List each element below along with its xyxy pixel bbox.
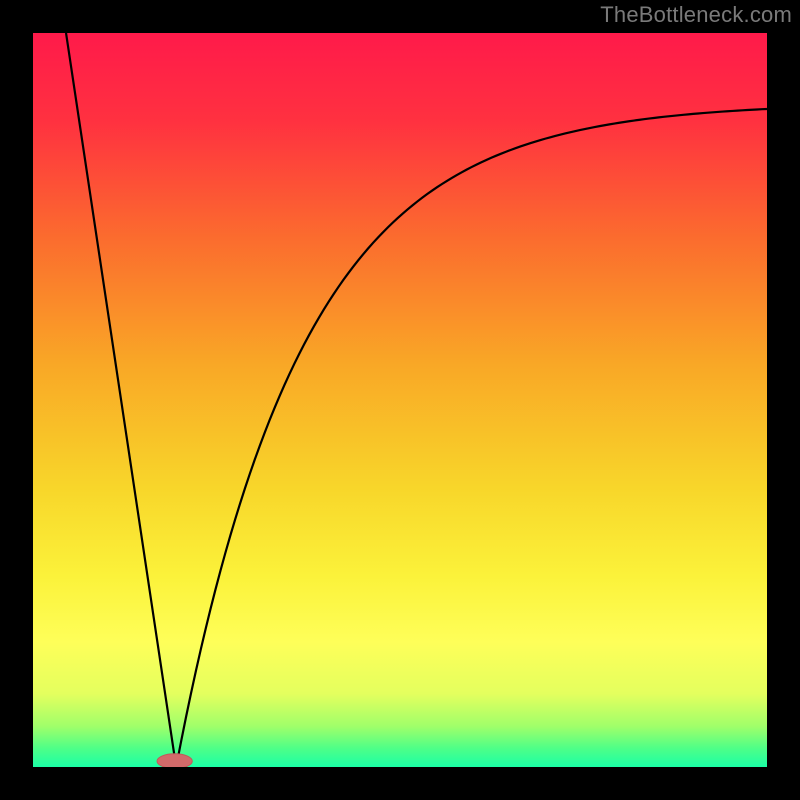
- optimal-marker: [157, 754, 192, 767]
- watermark-text: TheBottleneck.com: [600, 2, 792, 28]
- plot-area: [33, 33, 767, 767]
- plot-svg: [33, 33, 767, 767]
- gradient-background: [33, 33, 767, 767]
- chart-stage: TheBottleneck.com: [0, 0, 800, 800]
